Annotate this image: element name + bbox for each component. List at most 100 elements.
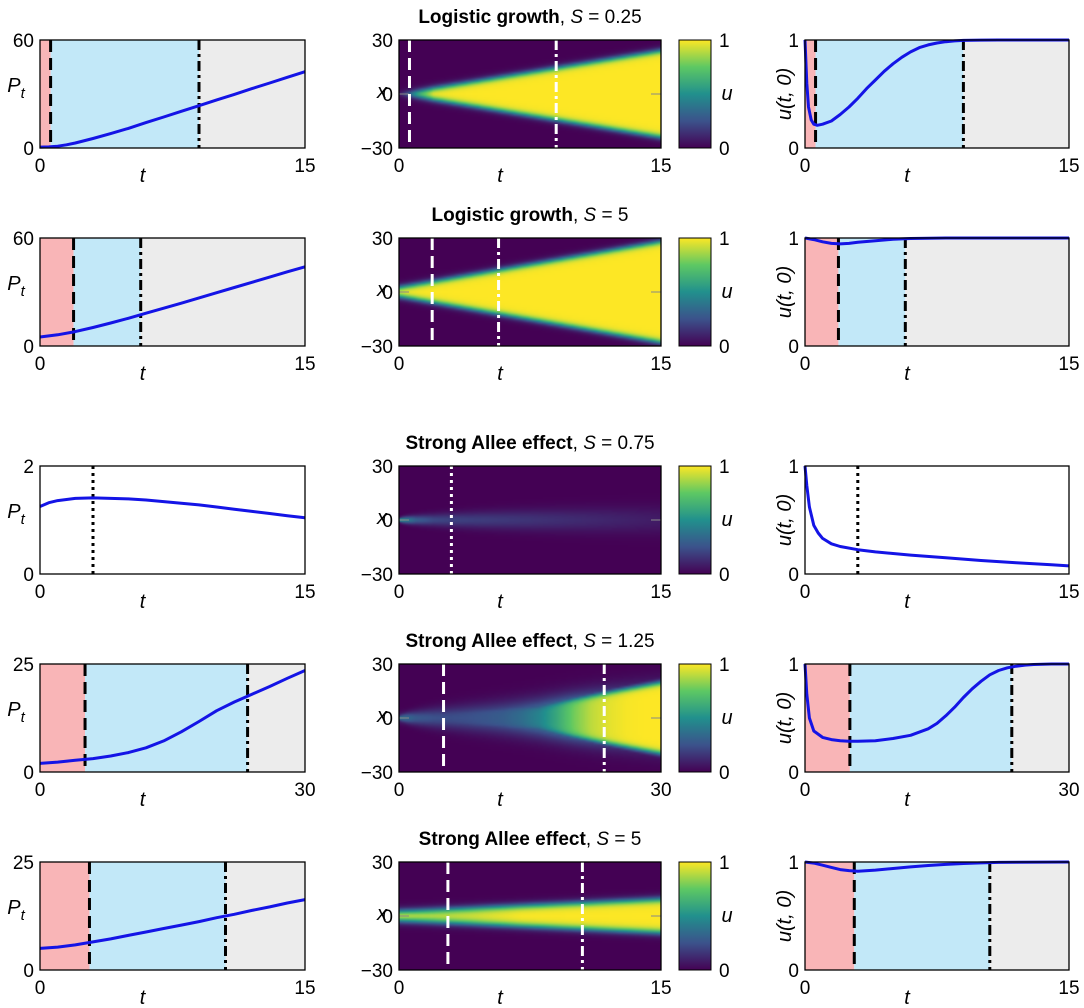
x-axis-label: t: [140, 591, 147, 613]
colorbar-tick-label: 0: [719, 961, 730, 982]
y-axis-label: x: [376, 279, 388, 301]
y-axis-label: u(t, 0): [774, 266, 796, 318]
phase-late-band: [247, 664, 305, 772]
row-title: Logistic growth, S = 0.25: [418, 7, 641, 28]
colorbar: [678, 39, 712, 149]
y-tick-label: 0: [23, 565, 34, 586]
colorbar-tick-label: 1: [719, 655, 730, 676]
y-tick-label: −30: [361, 139, 393, 160]
x-tick-label: 15: [294, 978, 315, 999]
right-panel: 0 15 t 1 0: [788, 457, 1079, 613]
y-axis-label-main: P: [7, 699, 21, 721]
colorbar-label: u: [721, 281, 732, 303]
y-tick-label: 0: [23, 139, 34, 160]
y-tick-label: 25: [13, 655, 34, 676]
row-title-param: S: [570, 7, 583, 28]
phase-early-band: [805, 40, 816, 148]
x-axis-label: t: [904, 789, 911, 811]
row-title-value: = 1.25: [601, 631, 654, 652]
row-title-comma: ,: [560, 7, 571, 28]
x-axis-label: t: [140, 363, 147, 385]
left-panel: 0 15 t 60 0: [13, 229, 316, 385]
x-tick-label: 0: [35, 780, 46, 801]
y-tick-label: 0: [23, 337, 34, 358]
y-axis-label: x: [376, 507, 388, 529]
axes-frame: [804, 663, 1070, 773]
x-axis-label: t: [904, 987, 911, 1008]
right-panel: 0 15 t 1 0: [788, 229, 1079, 385]
x-tick-label: 0: [800, 156, 811, 177]
row-title-param: S: [583, 433, 596, 454]
x-tick-label: 15: [650, 354, 671, 375]
row-title-param: S: [596, 829, 609, 850]
series-line: [39, 898, 306, 950]
phase-early-band: [40, 40, 51, 148]
row-title-comma: ,: [573, 205, 584, 226]
x-axis-label: t: [140, 789, 147, 811]
phase-mid-band: [854, 862, 990, 970]
y-tick-label: −30: [361, 337, 393, 358]
phase-early-band: [40, 664, 86, 772]
axes-frame: [398, 861, 662, 971]
y-axis-label-main: P: [7, 75, 21, 97]
axes-frame: [804, 465, 1070, 575]
y-axis-label-sub: t: [21, 907, 26, 924]
axes-frame: [39, 861, 306, 971]
y-axis-label: x: [376, 81, 388, 103]
x-tick-label: 15: [650, 156, 671, 177]
y-axis-label: u(t, 0): [774, 692, 796, 744]
colorbar-tick-label: 1: [719, 229, 730, 250]
y-tick-label: −30: [361, 961, 393, 982]
x-tick-label: 15: [1058, 582, 1079, 603]
series-line: [804, 860, 1070, 873]
colorbar-label: u: [721, 707, 732, 729]
left-panel: 0 15 t 2 0: [23, 457, 315, 613]
y-tick-label: 60: [13, 31, 34, 52]
series-line: [803, 465, 1070, 568]
x-tick-label: 15: [1058, 978, 1079, 999]
y-tick-label: 1: [788, 229, 799, 250]
axes-frame: [39, 465, 306, 575]
x-tick-label: 15: [1058, 354, 1079, 375]
x-tick-label: 0: [800, 582, 811, 603]
colorbar-label: u: [721, 905, 732, 927]
y-axis-label-sub: t: [21, 511, 26, 528]
series-line: [39, 265, 306, 339]
y-tick-label: 0: [23, 961, 34, 982]
x-axis-label: t: [140, 987, 147, 1008]
y-axis-label: Pt: [7, 699, 25, 726]
phase-mid-band: [85, 664, 248, 772]
x-tick-label: 0: [35, 978, 46, 999]
phase-late-band: [225, 862, 305, 970]
x-tick-label: 0: [35, 582, 46, 603]
colorbar-tick-label: 1: [719, 853, 730, 874]
x-tick-label: 0: [394, 780, 405, 801]
right-panel: 0 15 t 1 0: [788, 853, 1079, 1008]
row-title-bold: Strong Allee effect: [419, 829, 587, 850]
axes-frame: [39, 39, 306, 149]
y-tick-label: 0: [23, 763, 34, 784]
x-axis-label: t: [140, 165, 147, 187]
x-tick-label: 0: [35, 156, 46, 177]
phase-early-band: [805, 862, 855, 970]
y-tick-label: 0: [382, 511, 393, 532]
y-tick-label: −30: [361, 763, 393, 784]
left-panel: 0 30 t 25 0: [13, 655, 316, 811]
axes-frame: [804, 39, 1070, 149]
row-title: Logistic growth, S = 5: [432, 205, 629, 226]
right-panel: 0 30 t 1 0: [788, 655, 1079, 811]
row-title-param: S: [584, 205, 597, 226]
phase-early-band: [40, 862, 90, 970]
x-axis-label: t: [497, 789, 504, 811]
row-title-param: S: [583, 631, 596, 652]
colorbar-label: u: [721, 509, 732, 531]
row-title-bold: Logistic growth: [418, 7, 559, 28]
phase-late-band: [989, 862, 1069, 970]
y-axis-label-sub: t: [21, 85, 26, 102]
